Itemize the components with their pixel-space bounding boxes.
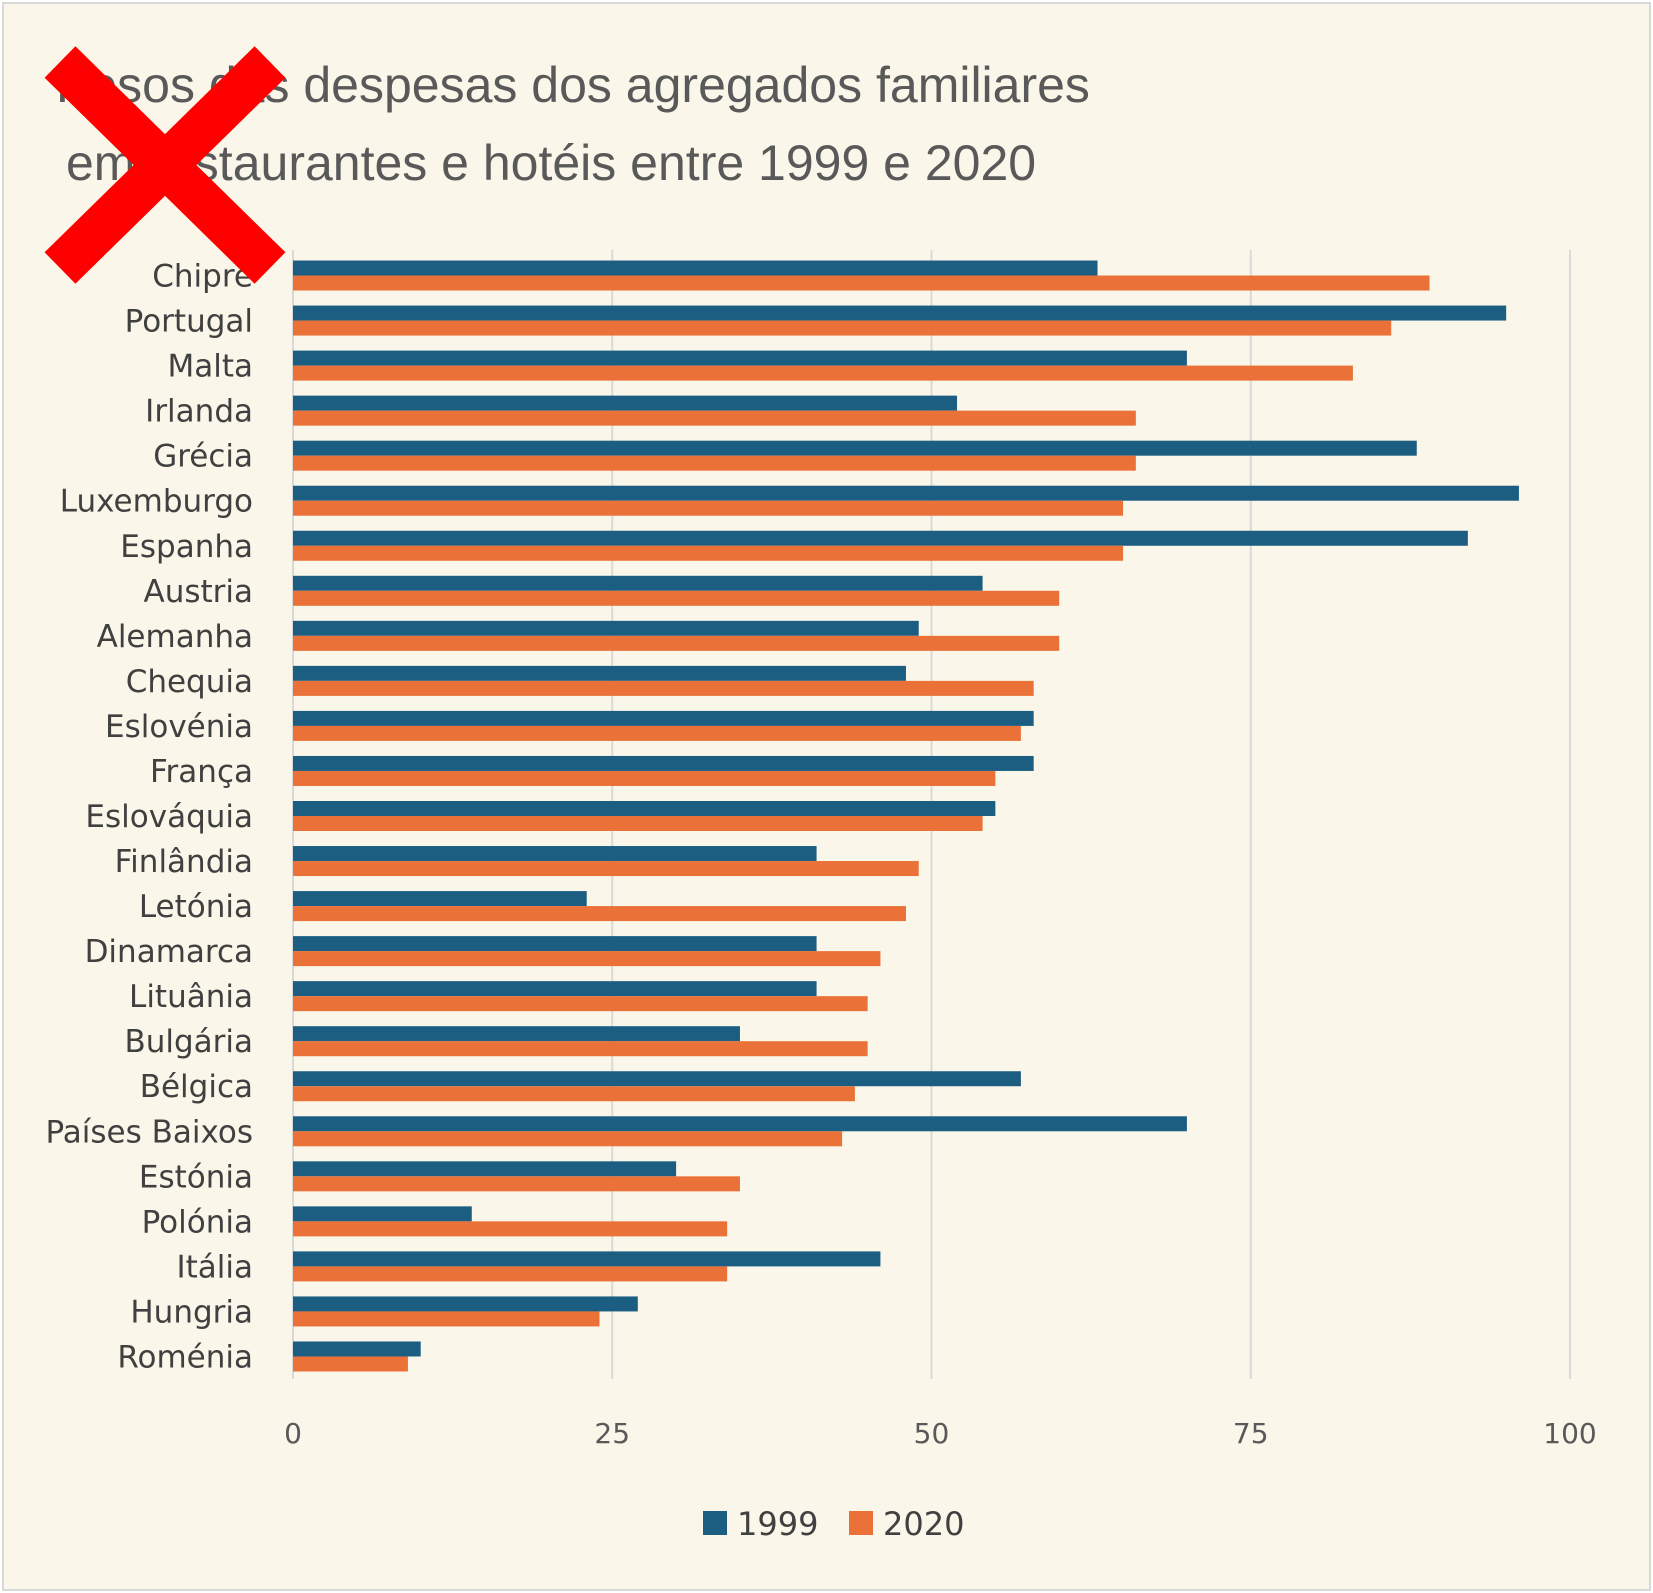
bar-2020 — [293, 770, 996, 786]
bar-2020 — [293, 1221, 728, 1237]
bar-1999 — [293, 846, 817, 862]
bar-2020 — [293, 275, 1430, 291]
category-label: Malta — [167, 349, 253, 385]
bar-1999 — [293, 1026, 740, 1042]
category-label: Estónia — [139, 1159, 253, 1195]
bar-1999 — [293, 350, 1187, 366]
category-label: Bulgária — [124, 1024, 253, 1060]
category-labels: ChiprePortugalMaltaIrlandaGréciaLuxembur… — [45, 259, 253, 1376]
bar-1999 — [293, 305, 1507, 321]
bar-2020 — [293, 1176, 740, 1192]
bar-1999 — [293, 1296, 638, 1312]
category-label: Alemanha — [97, 619, 253, 655]
category-label: Hungria — [130, 1294, 253, 1330]
category-label: Eslováquia — [85, 799, 253, 835]
bar-1999 — [293, 575, 983, 591]
bar-2020 — [293, 410, 1136, 426]
bar-1999 — [293, 665, 906, 681]
bar-1999 — [293, 981, 817, 997]
category-label: Finlândia — [115, 844, 253, 880]
x-tick-label: 0 — [284, 1417, 302, 1450]
category-label: Bélgica — [140, 1069, 253, 1105]
bar-2020 — [293, 365, 1353, 381]
bar-1999 — [293, 755, 1034, 771]
bar-2020 — [293, 635, 1060, 651]
legend-swatch-1999 — [703, 1511, 727, 1535]
bar-2020 — [293, 500, 1124, 516]
legend-label-1999: 1999 — [737, 1505, 818, 1543]
bar-2020 — [293, 1266, 728, 1282]
legend: 1999 2020 — [703, 1505, 964, 1543]
bar-2020 — [293, 816, 983, 831]
bar-2020 — [293, 1131, 843, 1147]
bar-1999 — [293, 1161, 677, 1177]
bar-2020 — [293, 861, 919, 877]
bar-2020 — [293, 725, 1021, 741]
bar-1999 — [293, 1251, 881, 1267]
bar-1999 — [293, 440, 1417, 456]
bar-1999 — [293, 1116, 1187, 1132]
red-cross-stroke-b — [44, 46, 286, 284]
category-label: Austria — [143, 574, 253, 610]
category-label: Espanha — [120, 529, 253, 565]
x-tick-label: 25 — [594, 1417, 630, 1450]
bar-1999 — [293, 1341, 421, 1357]
bars — [293, 260, 1519, 1372]
category-label: Eslovénia — [105, 709, 253, 745]
bar-2020 — [293, 320, 1392, 336]
bar-2020 — [293, 1356, 408, 1372]
category-label: Países Baixos — [45, 1114, 253, 1150]
x-tick-label: 100 — [1543, 1417, 1596, 1450]
bar-2020 — [293, 1041, 868, 1057]
category-label: Letónia — [139, 889, 253, 925]
category-label: Chequia — [126, 664, 253, 700]
x-tick-label: 50 — [914, 1417, 950, 1450]
x-tick-label: 75 — [1233, 1417, 1269, 1450]
category-label: Polónia — [142, 1204, 253, 1240]
category-label: Portugal — [125, 304, 253, 340]
legend-swatch-2020 — [849, 1511, 873, 1535]
bar-1999 — [293, 1071, 1021, 1087]
bar-1999 — [293, 620, 919, 636]
category-label: Luxemburgo — [60, 484, 253, 520]
bar-1999 — [293, 485, 1519, 501]
bar-2020 — [293, 455, 1136, 471]
category-label: Roménia — [117, 1339, 253, 1375]
bar-2020 — [293, 590, 1060, 606]
category-label: Irlanda — [145, 394, 253, 430]
bar-2020 — [293, 1311, 600, 1327]
bar-1999 — [293, 530, 1468, 546]
legend-label-2020: 2020 — [883, 1505, 964, 1543]
bar-2020 — [293, 906, 906, 922]
chart-title-line-2: em restaurantes e hotéis entre 1999 e 20… — [66, 135, 1036, 191]
bar-2020 — [293, 951, 881, 967]
bar-1999 — [293, 395, 958, 411]
category-label: França — [150, 754, 253, 790]
category-label: Lituânia — [129, 979, 253, 1015]
bar-2020 — [293, 545, 1124, 561]
category-label: Dinamarca — [85, 934, 253, 970]
bar-1999 — [293, 260, 1098, 276]
bar-1999 — [293, 801, 996, 816]
red-cross-icon — [44, 46, 286, 284]
bar-1999 — [293, 710, 1034, 726]
bar-2020 — [293, 680, 1034, 696]
bar-1999 — [293, 891, 587, 907]
x-tick-labels: 0 25 50 75 100 — [284, 1417, 1597, 1450]
bar-2020 — [293, 996, 868, 1012]
bar-2020 — [293, 1086, 855, 1102]
category-label: Itália — [176, 1249, 253, 1285]
bar-1999 — [293, 1206, 472, 1222]
bar-1999 — [293, 936, 817, 952]
category-label: Grécia — [153, 439, 253, 475]
